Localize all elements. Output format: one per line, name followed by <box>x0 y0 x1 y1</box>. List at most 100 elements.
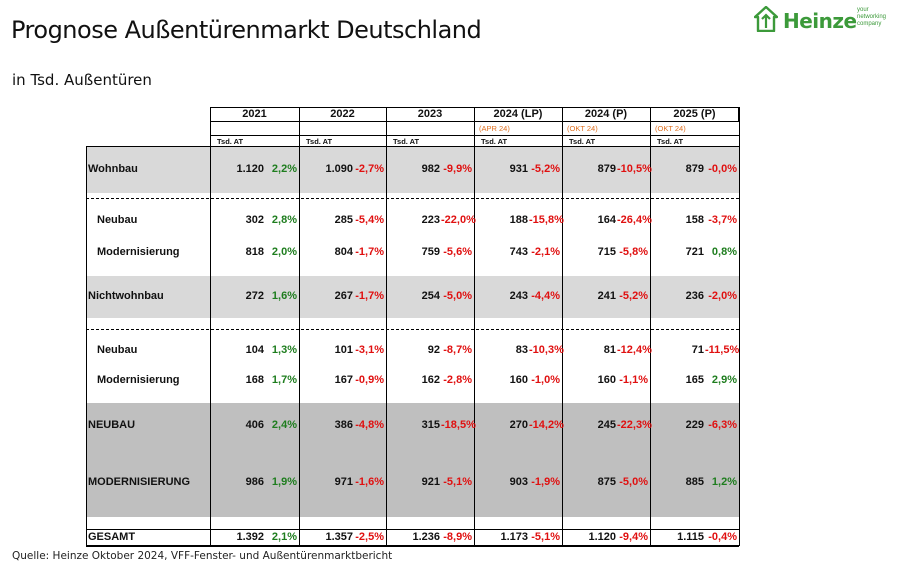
cell-change: -0,9% <box>355 374 384 386</box>
source-note: Quelle: Heinze Oktober 2024, VFF-Fenster… <box>12 550 393 562</box>
cell-value: 921 <box>421 475 440 488</box>
unit-label: Tsd. AT <box>306 137 333 146</box>
cell-change: -1,6% <box>355 475 384 488</box>
cell-value: 721 <box>685 245 704 258</box>
cell-change: -1,7% <box>355 245 384 258</box>
cell-change: -26,4% <box>617 214 652 226</box>
cell-change: -5,2% <box>531 163 560 175</box>
cell-value: 162 <box>421 374 440 386</box>
logo-tagline: your networking company <box>857 7 887 27</box>
cell-change: -0,4% <box>708 530 737 543</box>
cell-change: -2,7% <box>355 163 384 175</box>
cell-value: 71 <box>691 343 704 356</box>
cell-value: 243 <box>509 290 528 302</box>
cell-value: 879 <box>685 163 704 175</box>
cell-value: 1.115 <box>677 530 704 543</box>
column-header: 2024 (LP) <box>493 108 543 120</box>
cell-value: 406 <box>245 418 264 431</box>
cell-change: -3,1% <box>355 343 384 356</box>
row-band <box>86 276 739 318</box>
cell-value: 1.236 <box>412 530 440 543</box>
cell-change: -11,5% <box>705 343 740 356</box>
cell-change: 2,9% <box>711 374 737 386</box>
cell-change: -10,5% <box>617 163 652 175</box>
cell-value: 223 <box>421 214 440 226</box>
row-label: GESAMT <box>88 530 136 543</box>
row-band <box>86 147 739 193</box>
cell-change: -1,1% <box>619 374 648 386</box>
cell-value: 386 <box>334 418 353 431</box>
cell-value: 971 <box>334 475 353 488</box>
cell-value: 92 <box>427 343 440 356</box>
dashed-separator <box>86 198 739 199</box>
page-subtitle: in Tsd. Außentüren <box>12 71 152 89</box>
cell-change: 1,9% <box>271 475 297 488</box>
cell-change: -15,8% <box>529 214 564 226</box>
cell-change: 1,7% <box>271 374 297 386</box>
cell-value: 804 <box>334 245 353 258</box>
cell-value: 267 <box>334 290 353 302</box>
cell-change: 2,2% <box>271 163 297 175</box>
cell-value: 245 <box>597 418 616 431</box>
cell-value: 743 <box>509 245 528 258</box>
column-divider <box>650 107 651 546</box>
row-label: Neubau <box>97 343 138 356</box>
cell-value: 903 <box>509 475 528 488</box>
cell-change: -14,2% <box>529 418 564 431</box>
cell-change: -2,0% <box>708 290 737 302</box>
cell-change: 2,4% <box>271 418 297 431</box>
cell-value: 302 <box>245 214 264 226</box>
cell-value: 818 <box>245 245 264 258</box>
cell-value: 1.090 <box>325 163 353 175</box>
cell-change: -5,1% <box>443 475 472 488</box>
cell-change: -2,1% <box>531 245 560 258</box>
column-header: 2023 <box>417 108 443 120</box>
column-divider <box>210 107 211 546</box>
cell-change: 1,6% <box>271 290 297 302</box>
column-divider <box>299 107 300 546</box>
unit-label: Tsd. AT <box>217 137 244 146</box>
cell-change: -3,7% <box>708 214 737 226</box>
row-label: Neubau <box>97 214 138 226</box>
cell-change: -18,5% <box>441 418 476 431</box>
cell-change: 2,0% <box>271 245 297 258</box>
cell-value: 270 <box>509 418 528 431</box>
cell-value: 241 <box>597 290 616 302</box>
column-divider <box>474 107 475 546</box>
cell-change: -5,4% <box>355 214 384 226</box>
cell-value: 165 <box>685 374 704 386</box>
cell-change: -4,4% <box>531 290 560 302</box>
logo-wordmark: Heinze <box>783 9 857 33</box>
cell-value: 229 <box>685 418 704 431</box>
total-bottom-line <box>86 545 739 547</box>
column-divider <box>739 107 740 546</box>
cell-change: -12,4% <box>617 343 652 356</box>
cell-change: -5,2% <box>619 290 648 302</box>
cell-value: 982 <box>421 163 440 175</box>
table-left-border <box>86 146 87 546</box>
column-note: (APR 24) <box>479 124 510 133</box>
cell-change: -1,9% <box>531 475 560 488</box>
cell-value: 715 <box>597 245 616 258</box>
row-label: MODERNISIERUNG <box>88 475 191 488</box>
cell-value: 236 <box>685 290 704 302</box>
cell-change: -1,7% <box>355 290 384 302</box>
row-band <box>86 403 739 517</box>
dashed-separator <box>86 329 739 330</box>
column-header: 2022 <box>330 108 355 120</box>
cell-value: 875 <box>597 475 616 488</box>
page-title: Prognose Außentürenmarkt Deutschland <box>11 16 482 44</box>
cell-value: 160 <box>509 374 528 386</box>
cell-value: 931 <box>509 163 528 175</box>
cell-change: 1,3% <box>271 343 297 356</box>
cell-value: 315 <box>421 418 440 431</box>
cell-change: -5,6% <box>443 245 472 258</box>
cell-change: -22,3% <box>617 418 652 431</box>
column-header: 2025 (P) <box>673 108 716 120</box>
cell-change: -9,4% <box>619 530 648 543</box>
cell-change: -6,3% <box>708 418 737 431</box>
cell-value: 1.120 <box>236 163 264 175</box>
cell-value: 1.173 <box>500 530 528 543</box>
cell-change: -10,3% <box>529 343 564 356</box>
